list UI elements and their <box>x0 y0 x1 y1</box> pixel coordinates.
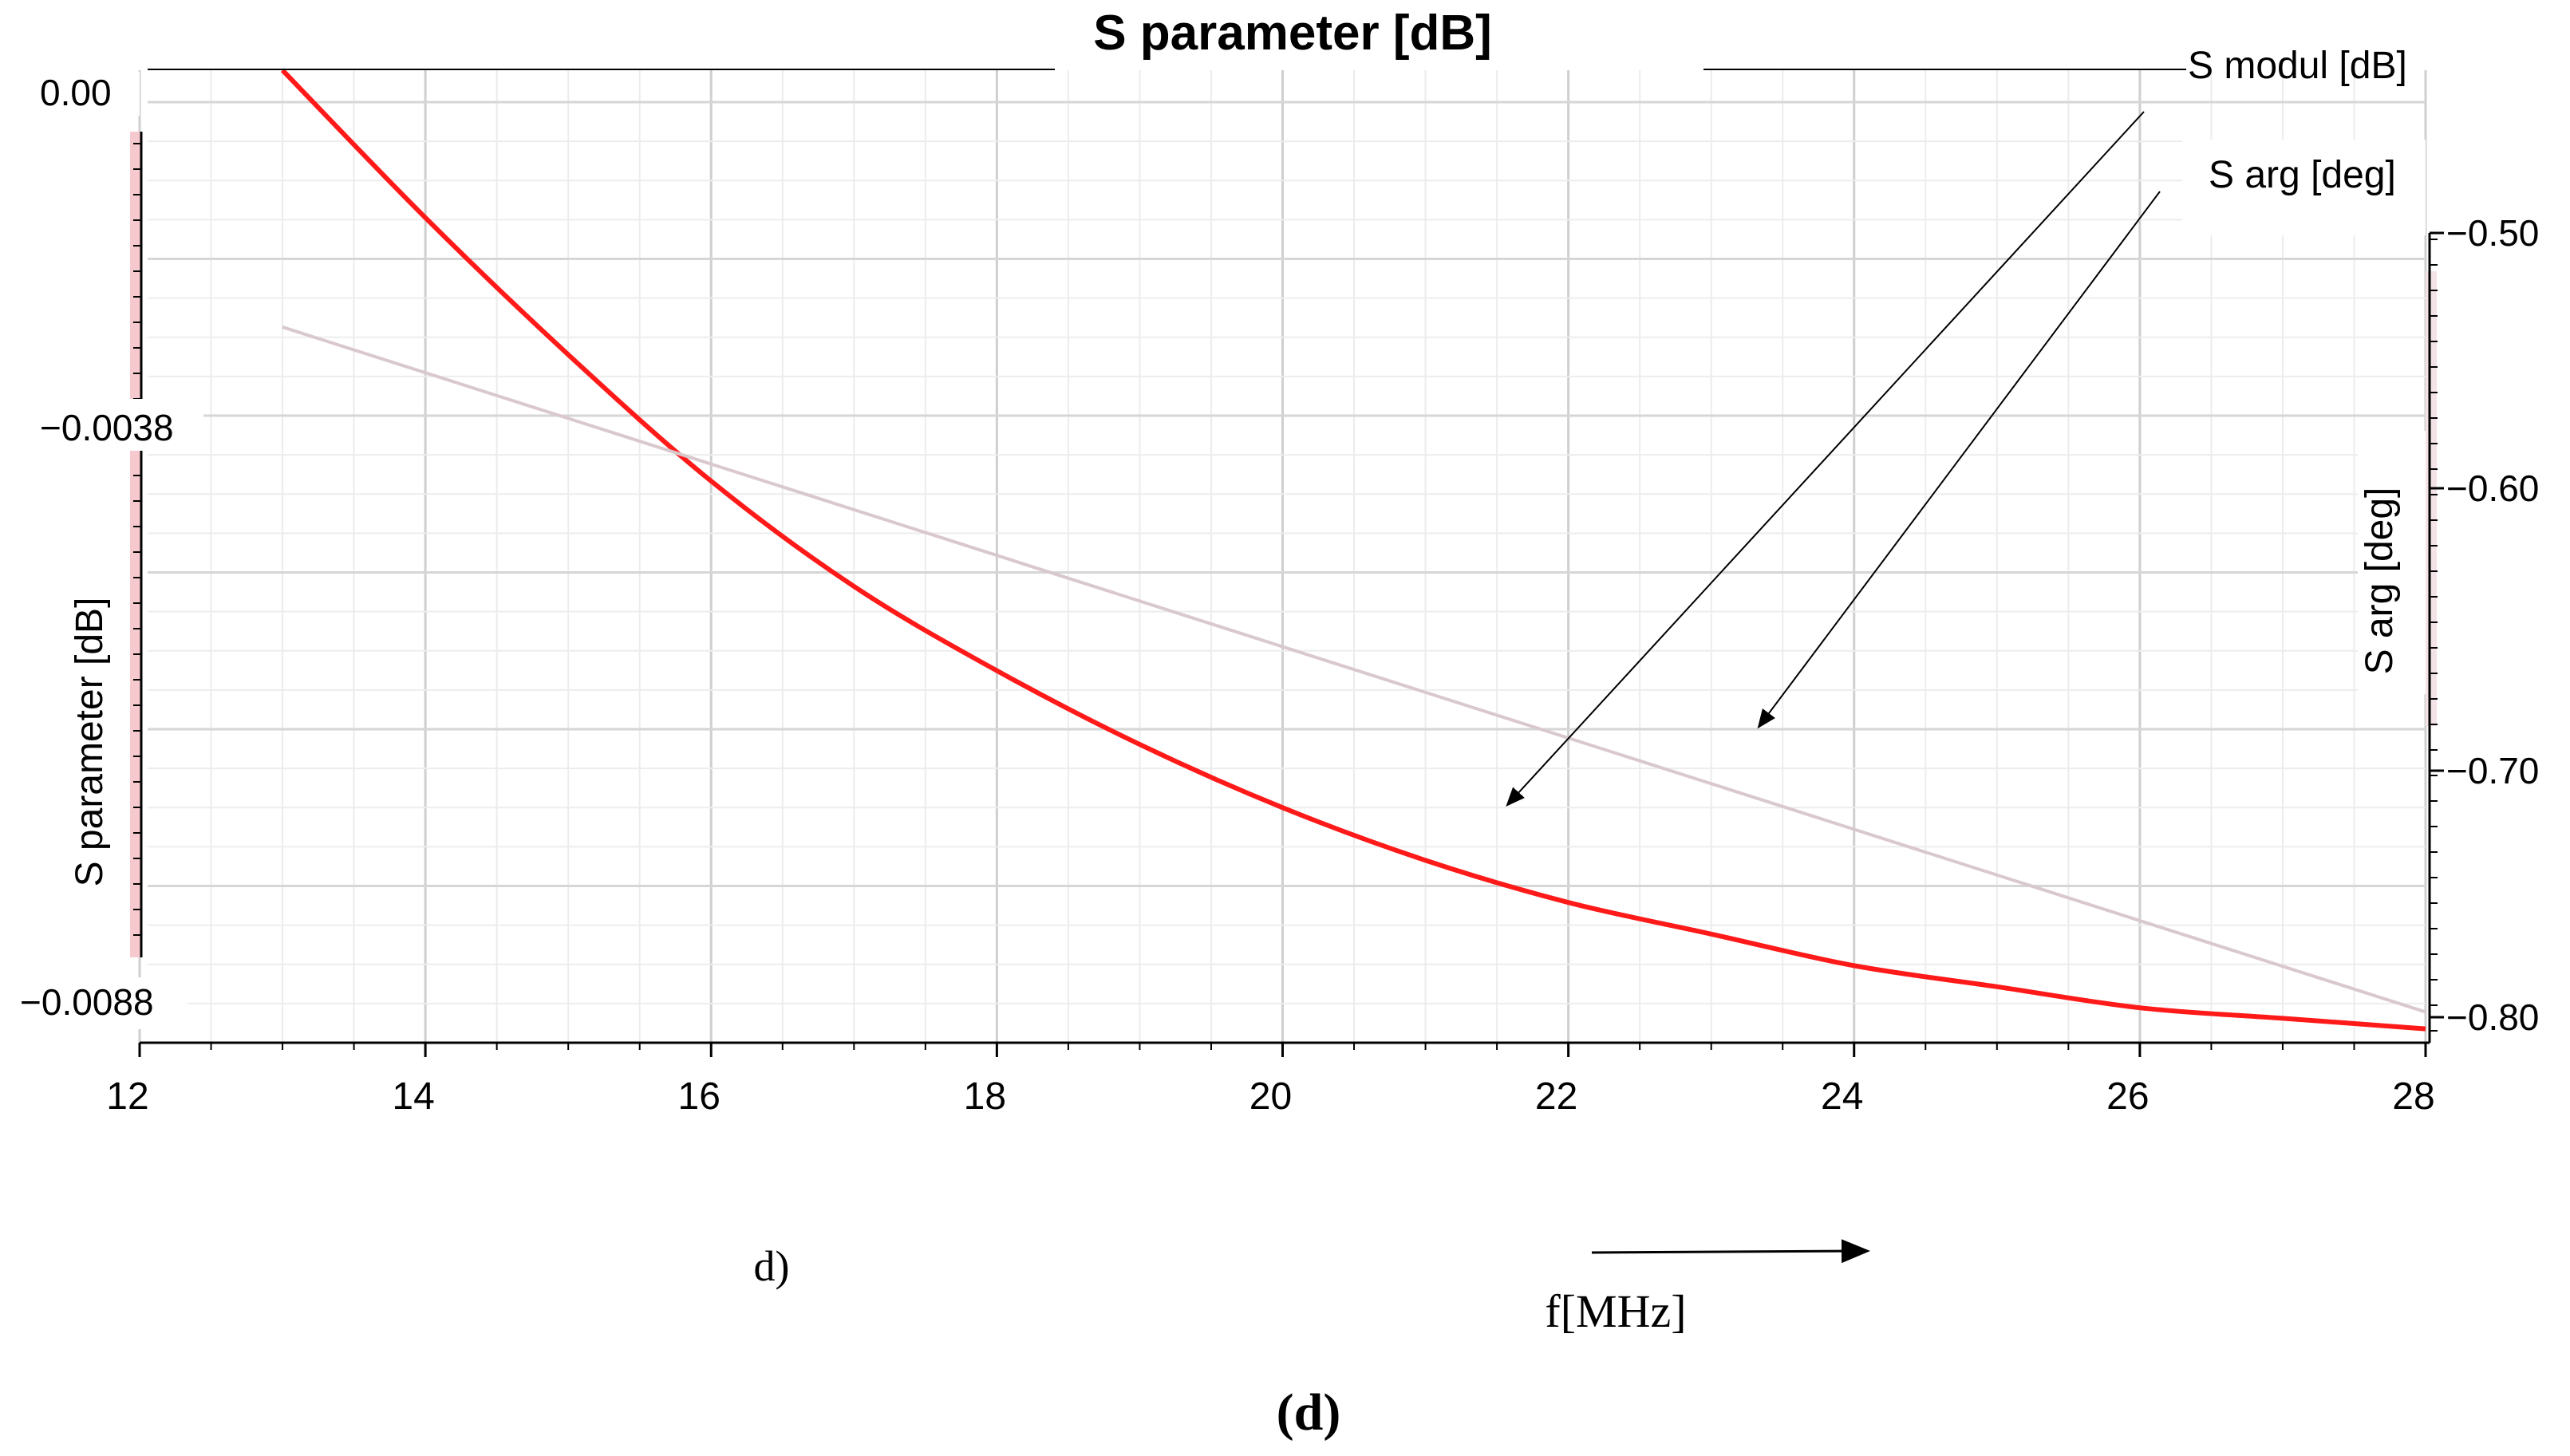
figure-caption: (d) <box>1277 1383 1341 1442</box>
x-tick-label: 16 <box>678 1075 720 1118</box>
arrow-s-modul <box>1506 111 2145 807</box>
series <box>280 68 2426 1032</box>
x-direction-arrow <box>1591 1239 1870 1264</box>
y-right-tick-label: −0.50 <box>2446 212 2539 254</box>
right-label-bg <box>2358 431 2426 694</box>
left-tick-label-bg <box>32 399 203 451</box>
y-right-tick-label: −0.60 <box>2446 468 2539 509</box>
series-s-arg-line <box>282 326 2426 1014</box>
grid <box>138 70 2427 1044</box>
legend-bg <box>2182 140 2426 235</box>
arrow-s-arg <box>1757 191 2161 729</box>
y-left-tick-label: 0.00 <box>40 72 112 113</box>
y-left-tick-label: −0.0038 <box>40 407 174 448</box>
y-left-tick-label: −0.0088 <box>20 981 154 1023</box>
x-tick-label: 14 <box>392 1075 434 1118</box>
axes: 0.00 −0.0038 −0.0088 −0.50 −0.60 −0.70 −0.80 12… <box>12 72 2539 1118</box>
x-tick-label: 28 <box>2392 1075 2434 1118</box>
y-right-tick-label: −0.70 <box>2446 750 2539 791</box>
legend-s-modul: S modul [dB] <box>2188 45 2407 87</box>
x-tick-label: 22 <box>1535 1075 1577 1118</box>
x-tick-label: 26 <box>2106 1075 2149 1118</box>
y-axis-right-label: S arg [deg] <box>2359 487 2401 675</box>
legend-s-arg: S arg [deg] <box>2209 154 2396 196</box>
chart-title: S parameter [dB] <box>1093 6 1492 61</box>
left-axis-band <box>130 132 141 957</box>
x-tick-label: 12 <box>106 1075 148 1118</box>
x-tick-label: 24 <box>1821 1075 1863 1118</box>
series-s-modul-line <box>280 68 2426 1032</box>
x-tick-label: 18 <box>964 1075 1006 1118</box>
x-tick-label: 20 <box>1249 1075 1292 1118</box>
left-tick-label-bg <box>12 977 188 1029</box>
y-axis-left-label: S parameter [dB] <box>69 598 111 887</box>
left-tick-label-bg <box>32 72 140 116</box>
panel-label: d) <box>754 1242 790 1290</box>
x-axis-label: f[MHz] <box>1545 1285 1686 1337</box>
right-axis-band <box>2426 271 2437 726</box>
y-right-tick-label: −0.80 <box>2446 996 2539 1038</box>
